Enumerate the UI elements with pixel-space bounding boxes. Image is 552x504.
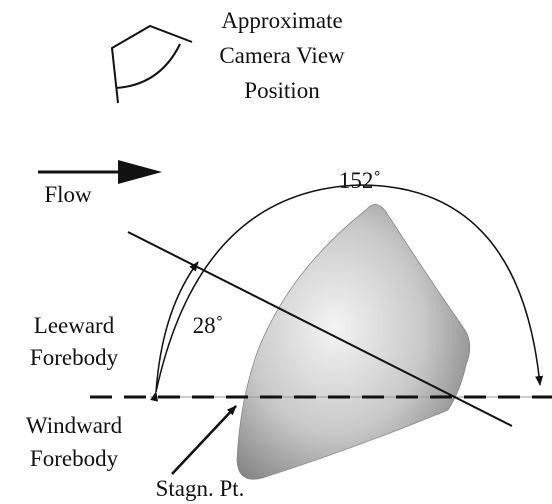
angle-label: 152˚ <box>339 168 381 193</box>
region-label: Leeward <box>34 313 115 338</box>
flow-arrow <box>38 160 162 184</box>
flow-label: Flow <box>44 182 92 207</box>
stagnation-arrow <box>171 405 237 475</box>
stagnation-label: Stagn. Pt. <box>156 476 245 501</box>
region-label: Forebody <box>30 446 119 471</box>
angle-arc-152 <box>150 184 544 402</box>
camera-label: Position <box>244 78 320 103</box>
camera-icon <box>110 24 193 104</box>
camera-label: Approximate <box>221 8 342 33</box>
angle-label: 28˚ <box>193 313 224 338</box>
camera-label: Camera View <box>219 43 345 68</box>
region-label: Forebody <box>30 345 119 370</box>
capsule-body <box>236 204 471 480</box>
angle-arc-28 <box>155 261 199 393</box>
region-label: Windward <box>26 413 123 438</box>
